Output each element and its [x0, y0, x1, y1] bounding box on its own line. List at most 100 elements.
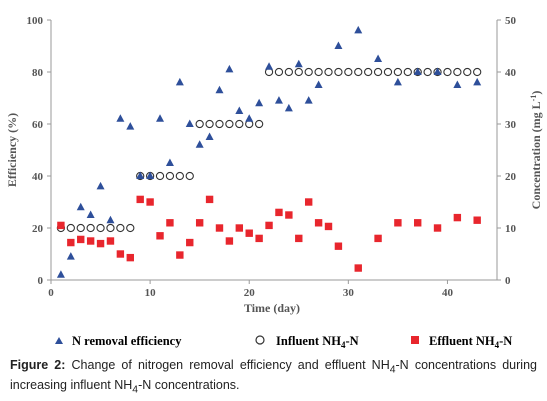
- x-tick-label: 30: [343, 287, 355, 299]
- efficiency-point: [86, 210, 95, 218]
- influent-point: [165, 171, 175, 181]
- effluent-point: [473, 216, 481, 224]
- influent-point: [185, 171, 194, 181]
- influent-point: [254, 119, 264, 129]
- effluent-point: [166, 219, 174, 227]
- legend: N removal efficiency Influent NH4-N Effl…: [55, 334, 512, 350]
- y-right-tick-label: 50: [505, 15, 517, 27]
- legend-label-influent: Influent NH4-N: [276, 334, 359, 350]
- efficiency-point: [126, 122, 135, 130]
- legend-label-n-removal: N removal efficiency: [72, 334, 182, 348]
- effluent-point: [195, 219, 204, 227]
- effluent-point: [77, 235, 85, 244]
- tick-labels: 0 10 20 30 40 0 20 40 60 80 100 0 10 20 30 40 50: [27, 15, 517, 299]
- effluent-point: [453, 213, 462, 222]
- figure-caption: Figure 2: Change of nitrogen removal eff…: [10, 358, 537, 397]
- y-left-tick-label: 80: [32, 67, 44, 79]
- legend-circle-marker: [255, 335, 265, 345]
- influent-point: [225, 119, 234, 129]
- efficiency-point: [235, 106, 244, 114]
- efficiency-point: [334, 41, 343, 49]
- efficiency-point: [453, 80, 462, 88]
- influent-point: [274, 67, 284, 77]
- effluent-point: [225, 237, 234, 245]
- efficiency-point: [156, 114, 165, 122]
- legend-label-effluent: Effluent NH4-N: [429, 334, 512, 350]
- y-right-tick-label: 20: [505, 171, 517, 183]
- effluent-point: [324, 222, 333, 231]
- influent-point: [96, 223, 105, 233]
- influent-point: [116, 223, 125, 233]
- influent-point: [423, 67, 432, 77]
- legend-effluent-tail: -N: [499, 334, 512, 348]
- x-tick-label: 20: [244, 287, 256, 299]
- effluent-point: [156, 232, 164, 240]
- effluent-point: [354, 264, 362, 272]
- efficiency-point: [96, 181, 105, 190]
- legend-influent-main: Influent NH: [276, 334, 341, 348]
- y-left-tick-label: 0: [38, 275, 44, 287]
- efficiency-point: [215, 85, 224, 94]
- caption-sub-2: 4: [132, 384, 139, 395]
- efficiency-point: [195, 140, 204, 148]
- y-right-tick-label: 40: [505, 67, 517, 79]
- effluent-point: [126, 253, 134, 262]
- caption-text-1: Change of nitrogen removal efficiency an…: [65, 358, 390, 372]
- caption-text-3: -N concentrations.: [138, 377, 240, 392]
- effluent-point: [275, 208, 283, 217]
- effluent-point: [255, 234, 263, 243]
- efficiency-point: [374, 54, 383, 62]
- legend-effluent-sub: 4: [495, 340, 500, 350]
- x-tick-label: 40: [442, 287, 454, 299]
- influent-point: [126, 223, 135, 233]
- y-left-tick-label: 60: [32, 119, 44, 131]
- influent-point: [205, 119, 214, 129]
- effluent-point: [235, 224, 244, 232]
- efficiency-point: [274, 96, 283, 104]
- effluent-point: [394, 219, 402, 227]
- influent-point: [195, 119, 204, 129]
- efficiency-point: [175, 77, 184, 86]
- influent-point: [215, 119, 224, 129]
- efficiency-point: [413, 67, 422, 75]
- y-axis-left-title: Efficiency (%): [5, 113, 19, 187]
- influent-point: [314, 67, 323, 77]
- axes: [47, 19, 501, 284]
- effluent-point: [314, 219, 323, 227]
- influent-point: [344, 67, 353, 77]
- y-left-tick-label: 40: [32, 171, 44, 183]
- legend-influent-tail: -N: [345, 334, 358, 348]
- influent-point: [324, 67, 333, 77]
- influent-point: [175, 171, 184, 181]
- influent-point: [473, 67, 482, 77]
- effluent-point: [265, 221, 273, 230]
- efficiency-point: [56, 270, 65, 278]
- effluent-point: [136, 195, 144, 204]
- influent-point: [383, 67, 393, 77]
- effluent-point: [414, 219, 422, 227]
- legend-square-marker: [411, 336, 419, 344]
- influent-point: [364, 67, 373, 77]
- efficiency-point: [225, 64, 234, 73]
- influent-point: [76, 223, 85, 233]
- effluent-point: [245, 229, 253, 237]
- x-axis-title: Time (day): [244, 301, 300, 315]
- y-left-tick-label: 100: [27, 15, 44, 27]
- effluent-point: [304, 198, 313, 206]
- markers: [56, 25, 482, 278]
- efficiency-point: [284, 103, 293, 112]
- efficiency-point: [76, 202, 85, 211]
- influent-point: [334, 67, 343, 77]
- efficiency-point: [146, 171, 155, 179]
- y-right-tick-label: 0: [505, 275, 511, 287]
- efficiency-point: [314, 80, 323, 88]
- effluent-point: [374, 234, 382, 243]
- efficiency-point: [304, 96, 313, 104]
- effluent-point: [186, 238, 194, 247]
- efficiency-point: [294, 59, 303, 68]
- efficiency-point: [393, 77, 402, 86]
- influent-point: [453, 67, 462, 77]
- effluent-point: [86, 237, 95, 245]
- effluent-point: [96, 239, 105, 248]
- effluent-point: [67, 238, 75, 247]
